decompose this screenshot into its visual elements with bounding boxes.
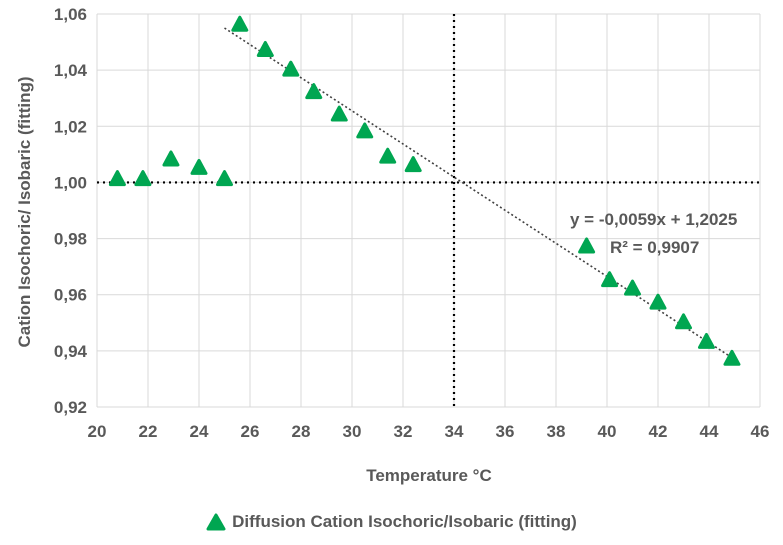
- data-point: [404, 156, 422, 173]
- data-point: [723, 349, 741, 366]
- x-tick-label: 44: [700, 422, 719, 441]
- data-point: [379, 147, 397, 164]
- data-point: [231, 15, 249, 32]
- x-tick-label: 46: [751, 422, 770, 441]
- y-tick-label: 1,06: [54, 5, 87, 24]
- x-tick-label: 28: [292, 422, 311, 441]
- x-tick-label: 36: [496, 422, 515, 441]
- data-point: [108, 170, 126, 187]
- data-point: [624, 279, 641, 296]
- data-point: [162, 150, 180, 167]
- data-point: [649, 293, 667, 310]
- x-tick-label: 40: [598, 422, 617, 441]
- x-tick-label: 34: [445, 422, 464, 441]
- x-tick-label: 38: [547, 422, 566, 441]
- data-point: [216, 170, 233, 187]
- y-tick-label: 0,98: [54, 230, 87, 249]
- x-tick-label: 22: [139, 422, 158, 441]
- legend: Diffusion Cation Isochoric/Isobaric (fit…: [0, 512, 783, 532]
- x-tick-label: 24: [190, 422, 209, 441]
- data-point: [256, 40, 274, 57]
- y-axis-title: Cation Isochoric/ Isobaric (fitting): [15, 76, 34, 347]
- trendline-equation: y = -0,0059x + 1,2025: [570, 210, 737, 229]
- data-point: [305, 83, 323, 100]
- y-tick-label: 1,02: [54, 117, 87, 136]
- data-point: [356, 122, 374, 139]
- legend-label: Diffusion Cation Isochoric/Isobaric (fit…: [232, 512, 577, 531]
- y-tick-labels: 0,92 0,94 0,96 0,98 1,00 1,02 1,04 1,06: [54, 5, 88, 417]
- data-point: [330, 105, 348, 122]
- x-tick-label: 20: [88, 422, 107, 441]
- data-point: [282, 60, 300, 77]
- data-point: [578, 237, 596, 254]
- x-tick-label: 32: [394, 422, 413, 441]
- y-tick-label: 0,96: [54, 286, 87, 305]
- x-tick-label: 26: [241, 422, 260, 441]
- x-tick-label: 42: [649, 422, 668, 441]
- x-axis-title: Temperature °C: [366, 466, 492, 485]
- x-tick-label: 30: [343, 422, 362, 441]
- data-point: [190, 158, 208, 175]
- trendline-r-squared: R² = 0,9907: [610, 238, 699, 257]
- legend-marker-triangle-icon: [206, 513, 226, 531]
- x-tick-labels: 20 22 24 26 28 30 32 34 36 38 40 42 44 46: [88, 422, 770, 441]
- y-tick-label: 1,04: [54, 61, 88, 80]
- reference-lines: [97, 14, 760, 407]
- gridlines: [96, 13, 761, 408]
- data-point: [697, 332, 715, 349]
- y-tick-label: 0,94: [54, 342, 88, 361]
- data-point: [675, 313, 692, 330]
- data-point: [601, 271, 619, 288]
- data-points: [108, 15, 741, 366]
- y-tick-label: 1,00: [54, 173, 87, 192]
- data-point: [134, 170, 152, 187]
- y-tick-label: 0,92: [54, 398, 87, 417]
